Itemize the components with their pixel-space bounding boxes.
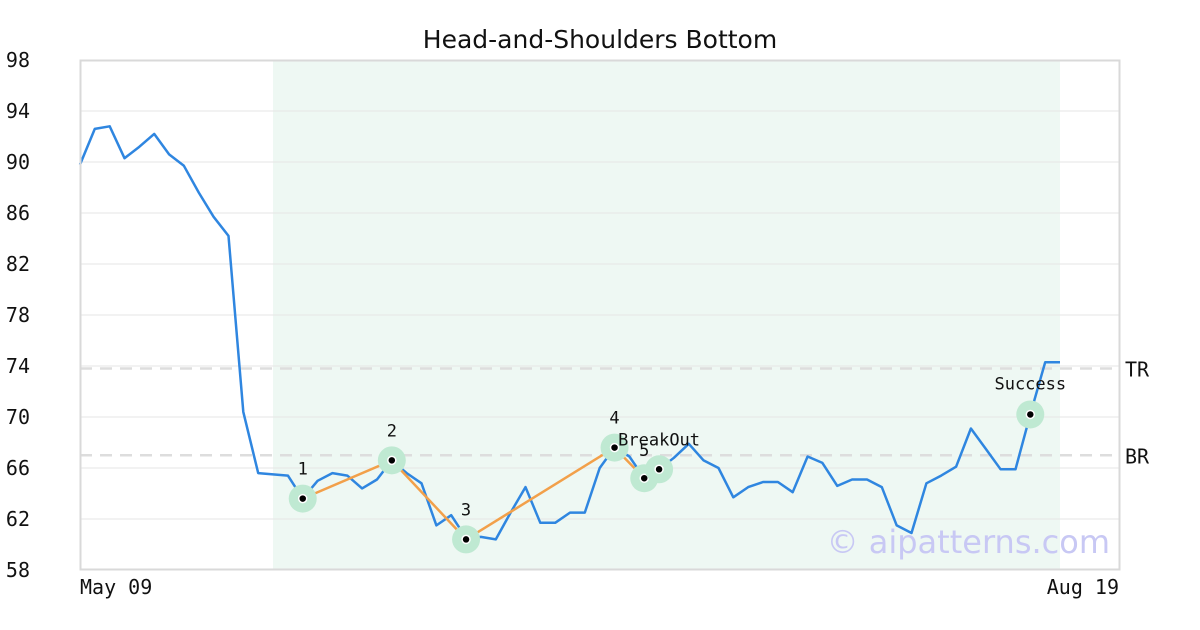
x-tick-end: Aug 19 — [1047, 575, 1119, 599]
y-tick-label: 66 — [6, 456, 30, 480]
level-label-tr: TR — [1125, 358, 1150, 382]
breakout-label: BreakOut — [618, 430, 700, 450]
breakout-point-dot — [654, 464, 664, 475]
x-tick-start: May 09 — [80, 575, 152, 599]
y-tick-label: 90 — [6, 150, 30, 174]
pattern-point-4-dot — [609, 442, 620, 453]
pattern-point-2-dot — [387, 455, 397, 466]
pattern-label-1: 1 — [298, 460, 308, 480]
chart-title: Head-and-Shoulders Bottom — [423, 25, 777, 54]
y-tick-label: 70 — [6, 405, 30, 429]
series — [78, 125, 1060, 541]
levels: TR BR — [80, 358, 1150, 468]
level-label-br: BR — [1125, 444, 1150, 468]
y-tick-label: 62 — [6, 507, 30, 531]
y-tick-label: 58 — [6, 558, 30, 582]
pattern-label-5: 5 — [639, 441, 649, 461]
pattern-label-4: 4 — [609, 409, 619, 429]
y-tick-label: 94 — [6, 99, 30, 123]
y-axis: 98 94 90 86 82 78 74 70 66 62 58 — [6, 48, 30, 582]
plot-frame — [79, 59, 1121, 571]
y-tick-label: 98 — [6, 48, 30, 72]
pattern-point-1-dot — [297, 493, 308, 504]
grid — [80, 110, 1119, 520]
pattern-point-3-dot — [461, 534, 471, 545]
y-tick-label: 78 — [6, 303, 30, 327]
success-point-dot — [1025, 409, 1036, 420]
price-line — [78, 125, 1060, 541]
success-label: Success — [994, 374, 1066, 394]
y-tick-label: 86 — [6, 201, 30, 225]
pattern-label-3: 3 — [461, 500, 471, 520]
pattern-label-2: 2 — [387, 421, 397, 441]
pattern-point-5-dot — [639, 473, 649, 483]
y-tick-label: 74 — [6, 354, 30, 378]
watermark: © aipatterns.com — [827, 523, 1110, 561]
y-tick-label: 82 — [6, 252, 30, 276]
